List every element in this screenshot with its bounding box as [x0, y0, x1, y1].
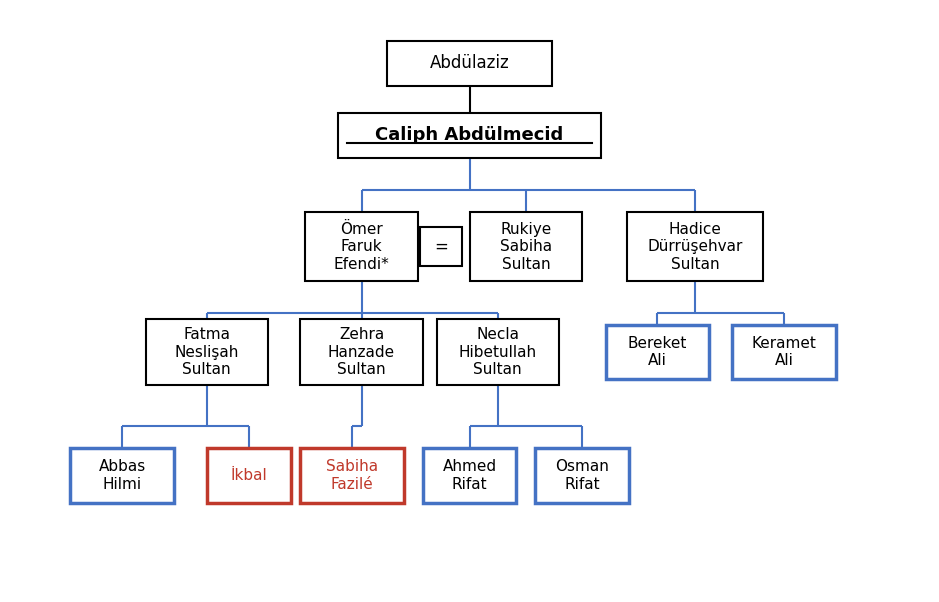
Text: Osman
Rifat: Osman Rifat — [555, 459, 609, 492]
FancyBboxPatch shape — [300, 448, 404, 503]
Text: İkbal: İkbal — [230, 468, 268, 483]
Text: Hadice
Dürrüşehvar
Sultan: Hadice Dürrüşehvar Sultan — [647, 222, 743, 272]
Text: Bereket
Ali: Bereket Ali — [627, 336, 687, 368]
Text: Fatma
Neslişah
Sultan: Fatma Neslişah Sultan — [175, 327, 239, 377]
FancyBboxPatch shape — [627, 213, 763, 282]
Text: Necla
Hibetullah
Sultan: Necla Hibetullah Sultan — [458, 327, 537, 377]
Text: Keramet
Ali: Keramet Ali — [751, 336, 817, 368]
Text: =: = — [435, 238, 448, 256]
FancyBboxPatch shape — [305, 213, 418, 282]
Text: Rukiye
Sabiha
Sultan: Rukiye Sabiha Sultan — [500, 222, 552, 272]
FancyBboxPatch shape — [207, 448, 291, 503]
Text: Ömer
Faruk
Efendi*: Ömer Faruk Efendi* — [333, 222, 390, 272]
Text: Abdülaziz: Abdülaziz — [430, 54, 509, 72]
Text: Sabiha
Fazilé: Sabiha Fazilé — [326, 459, 378, 492]
Text: Ahmed
Rifat: Ahmed Rifat — [442, 459, 497, 492]
FancyBboxPatch shape — [470, 213, 582, 282]
Text: Caliph Abdülmecid: Caliph Abdülmecid — [376, 126, 563, 144]
FancyBboxPatch shape — [338, 113, 601, 158]
FancyBboxPatch shape — [606, 325, 709, 379]
Text: Abbas
Hilmi: Abbas Hilmi — [99, 459, 146, 492]
FancyBboxPatch shape — [535, 448, 629, 503]
FancyBboxPatch shape — [423, 448, 516, 503]
FancyBboxPatch shape — [420, 227, 462, 266]
Text: Zehra
Hanzade
Sultan: Zehra Hanzade Sultan — [328, 327, 395, 377]
FancyBboxPatch shape — [300, 319, 423, 385]
FancyBboxPatch shape — [70, 448, 174, 503]
FancyBboxPatch shape — [146, 319, 268, 385]
FancyBboxPatch shape — [732, 325, 836, 379]
FancyBboxPatch shape — [388, 41, 551, 85]
FancyBboxPatch shape — [437, 319, 559, 385]
